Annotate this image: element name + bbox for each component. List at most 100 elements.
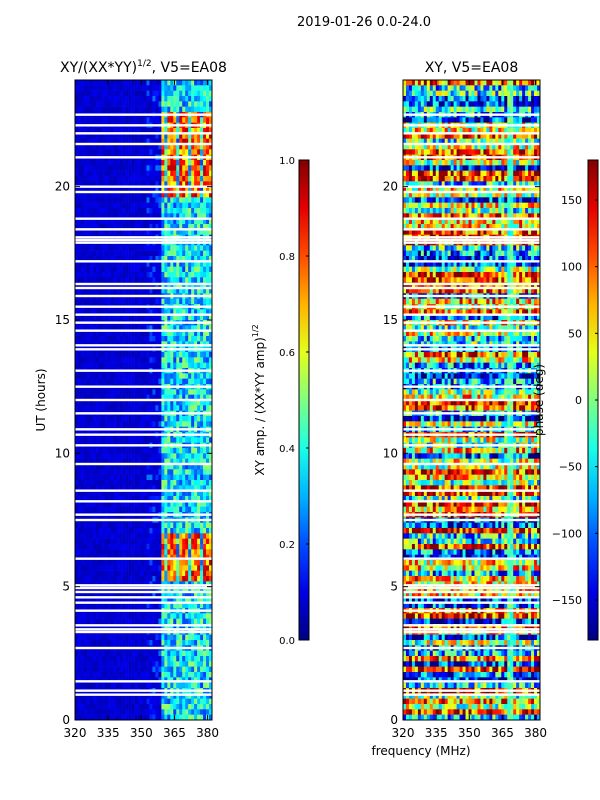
heatmap-cell — [80, 522, 85, 529]
heatmap-cell — [176, 272, 180, 278]
heatmap-cell — [143, 469, 147, 475]
heatmap-cell — [131, 613, 135, 619]
heatmap-cell — [122, 490, 126, 497]
heatmap-cell — [98, 378, 103, 385]
heatmap-cell — [122, 165, 126, 171]
heatmap-cell — [101, 490, 106, 497]
heatmap-cell — [140, 405, 144, 411]
heatmap-cell — [179, 298, 183, 305]
heatmap-cell — [143, 128, 147, 134]
heatmap-cell — [158, 496, 162, 502]
heatmap-cell — [188, 213, 192, 219]
heatmap-cell — [143, 117, 147, 123]
heatmap-cell — [179, 453, 183, 459]
heatmap-cell — [146, 485, 150, 491]
heatmap-cell — [95, 634, 100, 641]
heatmap-cell — [77, 373, 82, 379]
heatmap-cell — [92, 277, 97, 283]
heatmap-cell — [206, 597, 210, 603]
heatmap-cell — [167, 458, 171, 465]
heatmap-cell — [182, 634, 186, 641]
heatmap-cell — [191, 309, 195, 315]
heatmap-cell — [113, 314, 117, 321]
heatmap-cell — [155, 261, 159, 267]
heatmap-cell — [80, 176, 85, 182]
heatmap-cell — [80, 144, 85, 150]
heatmap-cell — [86, 469, 91, 475]
heatmap-cell — [119, 389, 123, 395]
heatmap-cell — [110, 362, 115, 369]
heatmap-cell — [206, 128, 210, 134]
heatmap-cell — [95, 480, 100, 486]
heatmap-cell — [179, 394, 183, 401]
heatmap-cell — [167, 149, 171, 155]
heatmap-cell — [83, 538, 88, 545]
heatmap-cell — [152, 362, 156, 369]
heatmap-cell — [128, 144, 132, 150]
heatmap-cell — [104, 485, 109, 491]
heatmap-cell — [89, 85, 94, 91]
heatmap-cell — [161, 624, 165, 630]
heatmap-cell — [170, 400, 174, 406]
heatmap-cell — [86, 117, 91, 123]
heatmap-cell — [194, 389, 198, 395]
heatmap-cell — [101, 640, 106, 646]
heatmap-cell — [134, 469, 138, 475]
heatmap-cell — [77, 277, 82, 283]
heatmap-cell — [170, 298, 174, 305]
heatmap-cell — [110, 634, 115, 641]
heatmap-cell — [83, 656, 88, 662]
heatmap-cell — [188, 298, 192, 305]
heatmap-cell — [161, 138, 165, 145]
heatmap-cell — [125, 416, 129, 422]
heatmap-cell — [140, 613, 144, 619]
heatmap-cell — [77, 656, 82, 662]
heatmap-cell — [200, 634, 204, 641]
heatmap-cell — [200, 85, 204, 91]
heatmap-cell — [128, 533, 132, 539]
heatmap-cell — [185, 85, 189, 91]
heatmap-cell — [176, 469, 180, 475]
heatmap-cell — [95, 437, 100, 443]
heatmap-cell — [134, 656, 138, 662]
heatmap-cell — [113, 288, 117, 294]
heatmap-cell — [209, 378, 213, 385]
heatmap-cell — [134, 170, 138, 177]
heatmap-cell — [116, 618, 120, 625]
heatmap-cell — [137, 378, 141, 385]
heatmap-cell — [152, 400, 156, 406]
heatmap-cell — [75, 90, 79, 97]
heatmap-cell — [137, 597, 141, 603]
heatmap-cell — [143, 192, 147, 198]
heatmap-cell — [200, 101, 204, 107]
heatmap-cell — [173, 250, 177, 257]
heatmap-cell — [101, 208, 106, 214]
heatmap-cell — [182, 544, 186, 550]
heatmap-cell — [89, 229, 94, 235]
heatmap-cell — [113, 490, 117, 497]
heatmap-cell — [209, 282, 213, 289]
heatmap-cell — [200, 506, 204, 513]
heatmap-cell — [209, 218, 213, 225]
heatmap-cell — [200, 165, 204, 171]
heatmap-cell — [200, 522, 204, 529]
heatmap-cell — [110, 352, 115, 358]
heatmap-cell — [140, 213, 144, 219]
heatmap-cell — [107, 192, 112, 198]
heatmap-cell — [113, 421, 117, 427]
heatmap-cell — [122, 565, 126, 571]
heatmap-cell — [128, 373, 132, 379]
heatmap-cell — [116, 592, 120, 598]
heatmap-cell — [191, 165, 195, 171]
heatmap-cell — [182, 245, 186, 251]
heatmap-cell — [143, 485, 147, 491]
heatmap-cell — [119, 496, 123, 502]
heatmap-cell — [92, 224, 97, 230]
heatmap-cell — [116, 85, 120, 91]
heatmap-cell — [107, 650, 112, 657]
heatmap-cell — [75, 437, 79, 443]
heatmap-cell — [197, 266, 201, 273]
heatmap-cell — [194, 576, 198, 582]
heatmap-cell — [119, 325, 123, 331]
heatmap-cell — [170, 352, 174, 358]
